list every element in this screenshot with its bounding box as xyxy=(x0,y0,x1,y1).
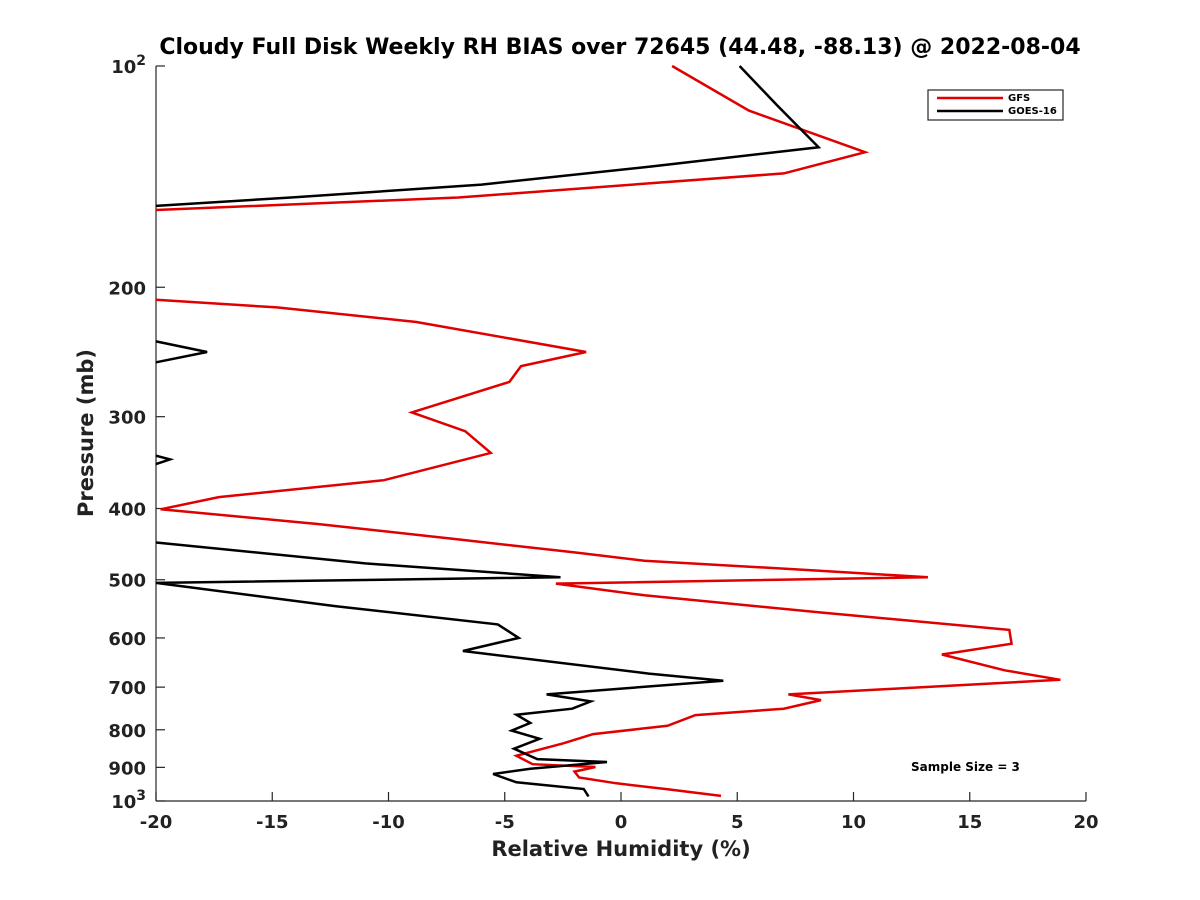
y-tick-label: 300 xyxy=(108,408,146,429)
x-ticks: -20 -15 -10 -5 0 5 10 15 20 xyxy=(140,792,1099,833)
series-gfs-line-segment-2 xyxy=(155,298,1061,798)
y-tick-label: 500 xyxy=(108,571,146,592)
series-goes16-line-segment-4 xyxy=(155,541,724,798)
series-goes16-line-segment-1 xyxy=(155,65,822,208)
y-tick-label: 102 xyxy=(111,53,146,78)
x-tick-label: -5 xyxy=(495,812,515,833)
series-gfs-line-segment-1 xyxy=(155,64,870,212)
series-goes16-line-segment-2 xyxy=(155,340,208,364)
y-tick-base: 10 xyxy=(111,792,136,813)
sample-size-annotation: Sample Size = 3 xyxy=(911,760,1020,774)
y-tick-label: 600 xyxy=(108,629,146,650)
x-tick-label: 10 xyxy=(841,812,866,833)
legend-box xyxy=(927,89,1064,121)
series-goes16-line-segment-3 xyxy=(155,454,175,466)
x-tick-label: 0 xyxy=(615,812,628,833)
y-tick-exponent: 2 xyxy=(136,53,146,69)
y-tick-label: 103 xyxy=(111,788,146,813)
series-lines xyxy=(155,64,1061,798)
y-tick-label: 900 xyxy=(108,758,146,779)
x-tick-label: -10 xyxy=(372,812,405,833)
y-tick-base: 10 xyxy=(111,57,136,78)
legend-gfs-label: GFS xyxy=(1008,93,1030,104)
y-tick-label: 700 xyxy=(108,678,146,699)
x-axis-label: Relative Humidity (%) xyxy=(491,837,750,861)
x-tick-label: 20 xyxy=(1073,812,1098,833)
x-tick-label: -20 xyxy=(140,812,173,833)
chart-title: Cloudy Full Disk Weekly RH BIAS over 726… xyxy=(159,35,1080,60)
legend-goes16-label: GOES-16 xyxy=(1008,106,1057,117)
y-tick-exponent: 3 xyxy=(136,788,146,804)
x-tick-label: 5 xyxy=(731,812,744,833)
x-tick-label: 15 xyxy=(957,812,982,833)
legend: GFS GOES-16 xyxy=(927,89,1064,121)
y-tick-label: 400 xyxy=(108,500,146,521)
plot-area: -20 -15 -10 -5 0 5 10 15 20 10220030040050060070… xyxy=(108,53,1098,833)
y-tick-label: 200 xyxy=(108,278,146,299)
y-axis-label: Pressure (mb) xyxy=(74,349,98,517)
x-tick-label: -15 xyxy=(256,812,289,833)
y-tick-label: 800 xyxy=(108,721,146,742)
